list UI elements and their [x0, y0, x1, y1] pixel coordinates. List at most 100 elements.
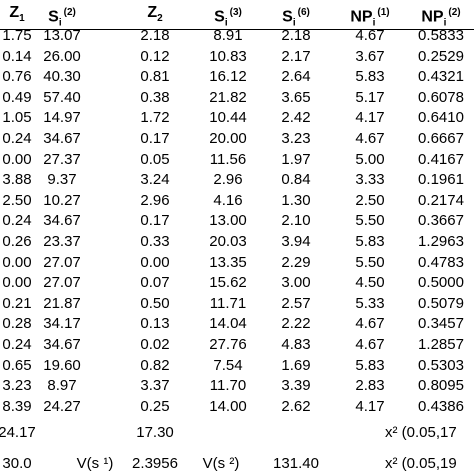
cell: 0.2529 — [418, 47, 464, 65]
header-main: NP — [421, 8, 444, 26]
cell: 23.37 — [43, 233, 81, 250]
cell: 0.6667 — [418, 130, 464, 147]
cell: 2.57 — [281, 294, 311, 312]
cell: 4.67 — [355, 130, 385, 147]
cell: 1.2963 — [418, 233, 464, 250]
cell: 0.17 — [140, 130, 170, 147]
header-sup: (6) — [297, 7, 310, 18]
header-sub: i — [372, 17, 376, 29]
cell: 5.83 — [355, 233, 385, 250]
cell: 4.17 — [355, 397, 385, 415]
footer-cell: V(s ¹) — [76, 455, 114, 472]
cell: 3.23 — [2, 377, 32, 395]
cell: 4.17 — [355, 109, 385, 127]
cell: 27.07 — [43, 253, 81, 271]
cell: 14.00 — [209, 397, 247, 415]
cell: 4.16 — [213, 191, 243, 209]
cell: 34.67 — [43, 212, 81, 230]
cell: 0.05 — [140, 150, 170, 168]
header-sub: i — [58, 17, 62, 29]
header-main: S — [282, 8, 293, 26]
cell: 5.00 — [355, 150, 385, 168]
header-main: Z — [147, 4, 158, 21]
cell: 3.37 — [140, 377, 170, 395]
cell: 0.38 — [140, 88, 170, 106]
cell: 3.00 — [281, 274, 311, 292]
cell: 27.76 — [209, 336, 247, 353]
header-sub: i — [443, 17, 447, 29]
cell: 13.07 — [43, 27, 81, 44]
header-cell: Si(6) — [282, 4, 310, 33]
cell: 0.13 — [140, 315, 170, 333]
cell: 26.00 — [43, 47, 81, 65]
cell: 11.70 — [209, 377, 247, 395]
footer-cell: x² (0.05,19 — [385, 455, 457, 472]
cell: 0.65 — [2, 356, 32, 374]
cell: 0.00 — [2, 274, 32, 292]
cell: 0.28 — [2, 315, 32, 333]
cell: 0.49 — [2, 88, 32, 106]
cell: 0.02 — [140, 336, 170, 353]
footer-cell: 17.30 — [136, 424, 174, 441]
cell: 0.5833 — [418, 27, 464, 44]
cell: 3.65 — [281, 88, 311, 106]
cell: 3.23 — [281, 130, 311, 147]
footer-cell: V(s ²) — [202, 455, 240, 472]
cell: 8.97 — [47, 377, 77, 395]
cell: 2.29 — [281, 253, 311, 271]
footer-cell: x² (0.05,17 — [385, 424, 457, 441]
cell: 0.1961 — [418, 171, 464, 189]
cell: 0.26 — [2, 233, 32, 250]
cell: 3.88 — [2, 171, 32, 189]
footer-cell: 2.3956 — [132, 455, 178, 472]
header-main: NP — [350, 8, 373, 26]
cell: 0.00 — [2, 253, 32, 271]
cell: 0.07 — [140, 274, 170, 292]
cell: 14.97 — [43, 109, 81, 127]
cell: 2.18 — [281, 27, 311, 44]
header-cell: NPi(1) — [350, 4, 389, 33]
cell: 2.17 — [281, 47, 311, 65]
cell: 1.72 — [140, 109, 170, 127]
cell: 2.64 — [281, 68, 311, 86]
cell: 0.84 — [281, 171, 311, 189]
header-sup: (2) — [63, 7, 76, 18]
cell: 34.17 — [43, 315, 81, 333]
cell: 5.17 — [355, 88, 385, 106]
cell: 15.62 — [209, 274, 247, 292]
cell: 1.97 — [281, 150, 311, 168]
cell: 9.37 — [47, 171, 77, 189]
cell: 0.4321 — [418, 68, 464, 86]
cell: 4.50 — [355, 274, 385, 292]
header-sup: (3) — [229, 7, 242, 18]
cell: 3.33 — [355, 171, 385, 189]
header-cell: Z1 — [9, 4, 24, 28]
cell: 0.2174 — [418, 191, 464, 209]
cell: 7.54 — [213, 356, 243, 374]
header-main: S — [48, 8, 59, 26]
cell: 0.6078 — [418, 88, 464, 106]
cell: 13.00 — [209, 212, 247, 230]
cell: 24.27 — [43, 397, 81, 415]
cell: 20.00 — [209, 130, 247, 147]
cell: 0.6410 — [418, 109, 464, 127]
cell: 14.04 — [209, 315, 247, 333]
cell: 5.83 — [355, 356, 385, 374]
cell: 0.24 — [2, 212, 32, 230]
cell: 0.5000 — [418, 274, 464, 292]
cell: 0.81 — [140, 68, 170, 86]
cell: 1.05 — [2, 109, 32, 127]
cell: 0.82 — [140, 356, 170, 374]
cell: 0.24 — [2, 130, 32, 147]
header-cell: Z2 — [147, 4, 162, 28]
header-cell: Si(3) — [214, 4, 242, 33]
header-rule — [0, 29, 474, 30]
cell: 0.5303 — [418, 356, 464, 374]
cell: 2.50 — [355, 191, 385, 209]
cell: 5.83 — [355, 68, 385, 86]
cell: 13.35 — [209, 253, 247, 271]
cell: 11.71 — [209, 294, 247, 312]
cell: 3.67 — [355, 47, 385, 65]
cell: 10.27 — [43, 191, 81, 209]
